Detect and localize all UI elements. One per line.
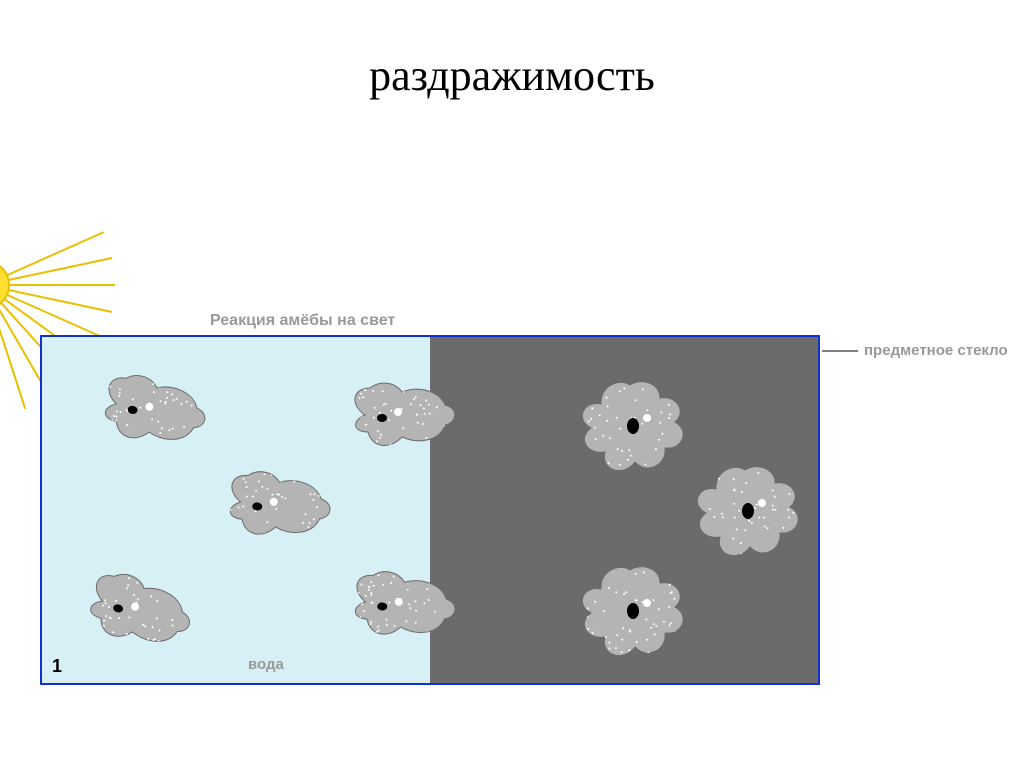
page-title: раздражимость	[0, 50, 1024, 101]
amoeba-resting	[565, 370, 695, 485]
label-glass: предметное стекло	[864, 342, 1008, 359]
diagram-box	[40, 335, 820, 685]
amoeba-resting	[680, 455, 810, 570]
label-number: 1	[52, 656, 62, 677]
amoeba-moving	[336, 555, 464, 665]
subtitle: Реакция амёбы на свет	[210, 312, 395, 330]
amoeba-resting	[565, 555, 695, 670]
pointer-line	[822, 350, 858, 352]
amoeba-moving	[211, 455, 339, 565]
amoeba-moving	[82, 355, 218, 474]
amoeba-moving	[340, 370, 460, 470]
label-water: вода	[248, 656, 284, 673]
